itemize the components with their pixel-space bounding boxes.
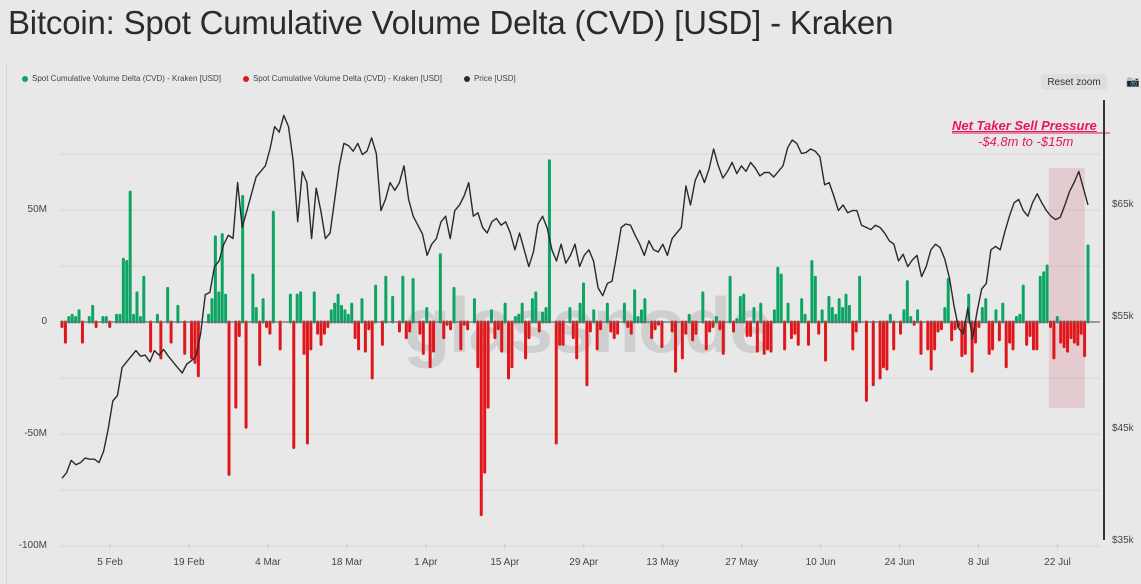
price-line <box>61 114 1089 479</box>
y-left-tick-label: 0 <box>41 316 47 327</box>
x-tick-label: 18 Mar <box>331 557 363 568</box>
legend-item-cvd-positive[interactable]: Spot Cumulative Volume Delta (CVD) - Kra… <box>22 74 221 83</box>
chart-frame <box>6 64 1141 584</box>
x-tick-label: 22 Jul <box>1044 557 1071 568</box>
legend-label: Spot Cumulative Volume Delta (CVD) - Kra… <box>252 74 442 83</box>
legend-dot-icon <box>242 75 249 82</box>
x-tick-label: 13 May <box>646 557 680 568</box>
legend-item-price[interactable]: Price [USD] <box>463 74 516 83</box>
y-right-tick-label: $45k <box>1112 423 1134 434</box>
x-tick-label: 19 Feb <box>173 557 205 568</box>
camera-icon[interactable]: 📷 <box>1126 76 1140 88</box>
x-tick-label: 24 Jun <box>884 557 915 568</box>
legend-label: Spot Cumulative Volume Delta (CVD) - Kra… <box>32 74 221 83</box>
legend-dot-icon <box>22 75 28 82</box>
y-left-tick-label: -100M <box>18 540 47 551</box>
legend-label: Price [USD] <box>473 74 516 83</box>
page-title: Bitcoin: Spot Cumulative Volume Delta (C… <box>8 4 894 41</box>
annotation-title: Net Taker Sell Pressure <box>952 118 1097 133</box>
chart-legend: Spot Cumulative Volume Delta (CVD) - Kra… <box>22 74 516 83</box>
x-tick-label: 15 Apr <box>490 557 520 568</box>
highlight-band <box>1048 168 1085 408</box>
x-tick-label: 27 May <box>725 557 759 568</box>
x-tick-label: 4 Mar <box>255 557 281 568</box>
y-right-tick-label: $55k <box>1112 311 1134 322</box>
y-left-tick-label: -50M <box>24 428 47 439</box>
y-right-tick-label: $65k <box>1112 199 1134 210</box>
x-tick-label: 1 Apr <box>414 557 438 568</box>
legend-dot-icon <box>463 75 470 82</box>
y-left-tick-label: 50M <box>27 204 47 215</box>
annotation-subtitle: -$4.8m to -$15m <box>978 134 1074 149</box>
reset-zoom-button[interactable]: Reset zoom <box>1041 74 1107 90</box>
x-tick-label: 29 Apr <box>569 557 599 568</box>
x-tick-label: 5 Feb <box>97 557 123 568</box>
x-tick-label: 10 Jun <box>805 557 836 568</box>
x-tick-label: 8 Jul <box>967 557 990 568</box>
legend-item-cvd-negative[interactable]: Spot Cumulative Volume Delta (CVD) - Kra… <box>242 74 442 83</box>
y-right-tick-label: $35k <box>1112 535 1134 546</box>
